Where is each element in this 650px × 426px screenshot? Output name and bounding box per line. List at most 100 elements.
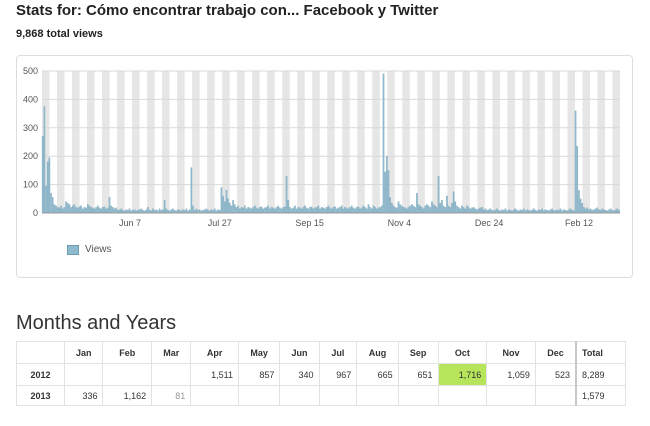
- chart-bar: [51, 197, 54, 214]
- x-tick-label: Nov 4: [388, 218, 412, 228]
- chart-bar: [429, 207, 432, 214]
- chart-bar: [342, 208, 345, 214]
- table-header-mar: Mar: [151, 341, 192, 364]
- chart-bar: [407, 207, 410, 214]
- x-tick-label: Jul 27: [208, 218, 232, 228]
- chart-bar: [422, 208, 425, 214]
- x-tick-label: Dec 24: [475, 218, 504, 228]
- chart-bar: [75, 207, 77, 214]
- chart-bar: [213, 208, 216, 214]
- chart-bar: [421, 207, 423, 214]
- month-cell[interactable]: 665: [356, 363, 399, 386]
- chart-bar: [198, 209, 201, 214]
- chart-bar: [255, 207, 258, 214]
- chart-bar: [76, 207, 79, 214]
- chart-bar: [531, 209, 533, 214]
- month-cell[interactable]: 340: [279, 363, 320, 386]
- chart-bar: [603, 209, 605, 214]
- chart-bar: [250, 208, 253, 214]
- chart-bar: [205, 208, 208, 214]
- chart-bar: [267, 205, 269, 214]
- chart-stripe: [522, 71, 530, 213]
- chart-bar: [589, 208, 592, 214]
- chart-bar: [70, 207, 72, 214]
- chart-bar: [53, 204, 56, 214]
- chart-bar: [588, 209, 590, 214]
- chart-bar: [287, 200, 290, 214]
- year-cell[interactable]: 2013: [16, 385, 65, 406]
- chart-bar: [414, 207, 416, 214]
- chart-bar: [424, 205, 427, 214]
- chart-bar: [461, 205, 463, 214]
- chart-bar: [362, 205, 365, 214]
- chart-bar: [125, 209, 127, 214]
- month-cell[interactable]: 81: [151, 385, 192, 406]
- chart-bar: [145, 209, 148, 214]
- chart-bar: [412, 205, 415, 214]
- chart-bar: [397, 201, 400, 214]
- chart-stripe: [147, 71, 155, 213]
- chart-bar: [113, 208, 116, 214]
- chart-bar: [347, 208, 350, 214]
- chart-bar: [476, 209, 478, 214]
- views-chart: 0 100 200 300 400 500 Jun 7 Jul 27 Sep 15 Nov 4 De…: [23, 66, 620, 228]
- chart-bar: [504, 208, 507, 214]
- chart-bar: [419, 205, 422, 214]
- month-cell[interactable]: 967: [318, 363, 358, 386]
- chart-bar: [549, 209, 552, 214]
- chart-stripe: [42, 71, 50, 213]
- chart-bar: [312, 208, 315, 214]
- chart-bar: [434, 205, 437, 214]
- chart-bar: [270, 207, 273, 214]
- chart-bar: [304, 205, 306, 214]
- chart-bar: [284, 206, 286, 214]
- chart-bar: [427, 205, 430, 214]
- y-tick-label: 300: [23, 123, 38, 133]
- chart-bar: [290, 208, 293, 214]
- chart-bar: [229, 202, 231, 214]
- chart-bar: [487, 209, 490, 214]
- chart-bar: [163, 200, 166, 214]
- chart-stripe: [117, 71, 125, 213]
- chart-bar: [235, 207, 238, 214]
- total-cell: 8,289: [575, 363, 627, 386]
- month-cell[interactable]: 336: [63, 385, 104, 406]
- month-cell[interactable]: 1,716: [437, 363, 488, 386]
- chart-bar: [386, 156, 388, 214]
- chart-bar: [262, 208, 264, 214]
- chart-bar: [319, 208, 321, 214]
- chart-stripe: [177, 71, 185, 213]
- chart-bar: [367, 204, 370, 214]
- month-cell[interactable]: 1,162: [102, 385, 153, 406]
- y-tick-label: 400: [23, 94, 38, 104]
- chart-bar: [140, 208, 143, 214]
- chart-bar: [417, 204, 420, 214]
- chart-bar: [158, 208, 161, 214]
- chart-bar: [598, 209, 600, 214]
- chart-bar: [78, 206, 81, 214]
- table-header-jul: Jul: [318, 341, 358, 364]
- chart-bar: [120, 208, 122, 214]
- month-cell[interactable]: 1,059: [486, 363, 536, 386]
- chart-bar: [275, 207, 278, 214]
- chart-bar: [264, 207, 266, 214]
- chart-bar: [401, 205, 403, 214]
- month-cell[interactable]: 1,511: [190, 363, 239, 386]
- month-cell[interactable]: 857: [237, 363, 281, 386]
- year-cell[interactable]: 2012: [16, 363, 65, 386]
- chart-stripe: [477, 71, 485, 213]
- chart-bar: [349, 207, 351, 214]
- chart-bar: [182, 209, 184, 214]
- month-cell: [486, 385, 536, 406]
- chart-bar: [115, 207, 117, 214]
- month-cell[interactable]: 651: [397, 363, 439, 386]
- chart-bar: [384, 171, 386, 214]
- chart-bar: [285, 175, 288, 214]
- month-cell[interactable]: 523: [534, 363, 577, 386]
- chart-bar: [372, 205, 375, 214]
- chart-bar: [108, 197, 111, 214]
- chart-bar: [464, 208, 467, 214]
- chart-bar: [472, 207, 475, 214]
- chart-legend[interactable]: Views: [67, 244, 112, 255]
- chart-bar: [43, 106, 46, 214]
